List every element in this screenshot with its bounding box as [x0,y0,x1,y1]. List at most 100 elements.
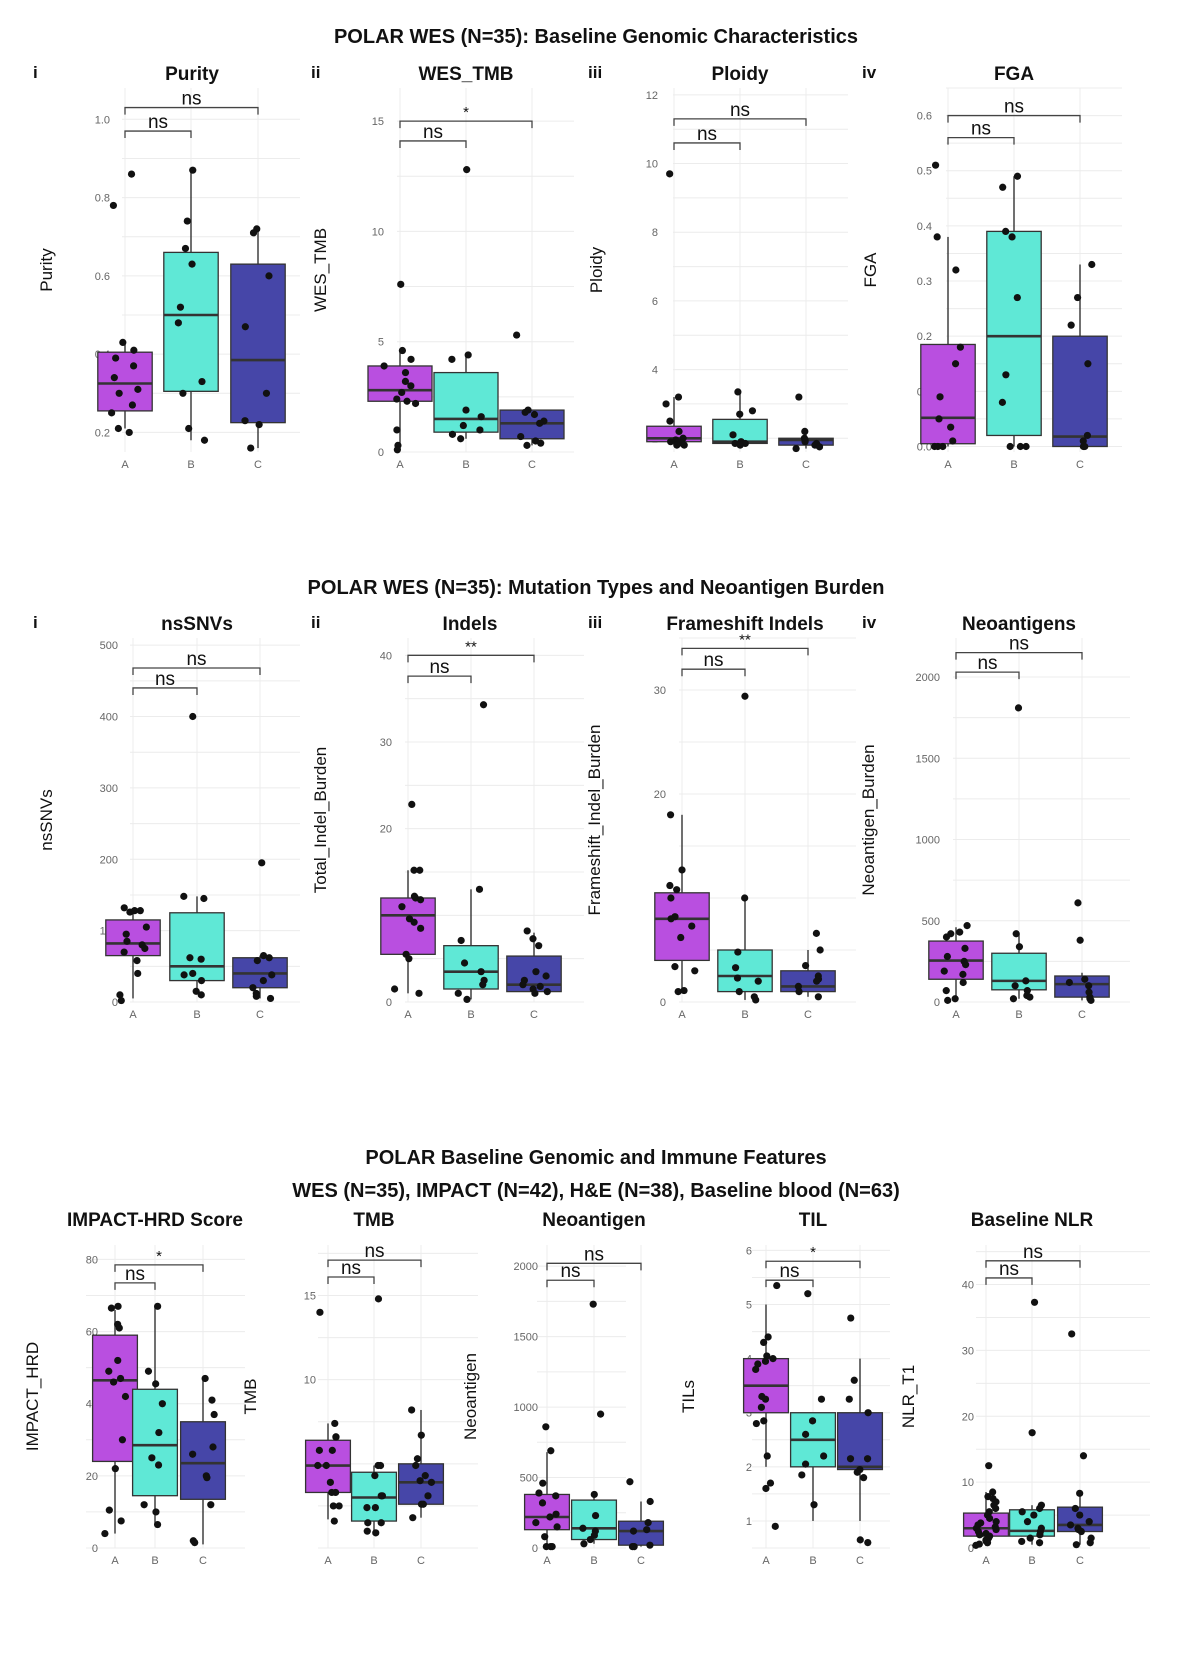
data-point [123,937,131,945]
data-point [463,995,471,1004]
data-point [1085,1518,1093,1526]
significance-bracket [132,687,198,695]
data-point [951,995,959,1003]
data-point [119,338,127,347]
data-point [380,362,388,370]
y-tick-label: 0 [92,1543,98,1555]
data-point [129,362,138,370]
data-point [393,426,401,434]
data-point [959,978,967,987]
box-A [91,1334,139,1463]
data-point [1030,1511,1038,1519]
data-point [763,1452,771,1460]
box-C [780,970,836,993]
y-tick-label: 0.6 [95,271,110,283]
data-point [189,969,197,978]
data-point [542,1542,550,1551]
data-point [424,1492,432,1500]
data-point [188,260,196,268]
data-point [1018,1537,1026,1546]
y-tick-label: 0.0 [917,441,932,453]
data-point [513,331,521,339]
data-point [477,413,485,421]
data-point [674,988,682,996]
data-point [417,924,425,932]
y-tick-label: 0.6 [917,111,932,123]
data-point [259,952,268,960]
x-tick-label: A [543,1555,551,1567]
x-tick-label: C [530,1009,538,1021]
data-point [1066,1521,1075,1529]
y-tick-label: 10 [646,159,658,171]
data-point [667,915,675,923]
y-tick-label: 15 [372,116,384,128]
data-point [197,991,205,999]
data-point [666,881,674,890]
box-B [433,371,499,433]
data-point [186,954,194,962]
data-point [1081,442,1089,451]
data-point [197,976,206,985]
data-point [410,866,418,874]
data-point [667,438,675,446]
panel-title: Indels [443,614,498,635]
panel-title: WES_TMB [419,64,514,85]
data-point [377,1519,385,1527]
data-point [416,896,425,904]
data-point [120,948,128,956]
panel-title: Neoantigens [962,614,1076,635]
y-tick-label: 15 [304,1291,316,1303]
data-point [105,1506,113,1514]
x-tick-label: C [637,1555,645,1567]
data-point [678,866,686,874]
x-tick-label: C [528,459,536,471]
data-point [769,1355,777,1363]
y-tick-label: 1000 [514,1402,538,1414]
data-point [459,421,467,430]
data-point [117,996,125,1005]
box-B [131,1388,179,1497]
y-axis-label: Frameshift_Indel_Burden [585,725,604,916]
data-point [942,933,951,941]
data-point [109,201,118,210]
significance-bracket [114,1282,156,1290]
data-point [401,377,410,386]
data-point [1036,1504,1044,1513]
data-point [1068,1330,1076,1338]
data-point [539,1479,547,1487]
data-point [407,355,415,363]
data-point [1071,1504,1079,1513]
data-point [118,1436,127,1444]
data-point [629,1527,638,1535]
data-point [1006,442,1014,451]
data-point [335,1502,343,1510]
data-point [1036,1531,1044,1539]
panel-tag: i [33,63,38,82]
data-point [1081,975,1089,983]
data-point [940,967,948,975]
data-point [155,1428,163,1437]
significance-bracket [681,668,746,677]
data-point [125,428,133,437]
data-point [947,423,955,431]
data-point [153,1520,162,1529]
data-point [820,1452,828,1460]
y-tick-label: 1 [746,1516,752,1528]
x-tick-label: B [590,1555,597,1567]
data-point [1085,982,1093,990]
data-point [662,400,670,408]
data-point [943,952,951,961]
x-tick-label: C [1076,459,1084,471]
y-axis-label: Neoantigen_Burden [859,744,878,895]
data-point [536,419,544,427]
data-point [154,1302,162,1310]
data-point [680,441,688,449]
data-point [931,161,940,169]
x-tick-label: A [952,1009,960,1021]
data-point [590,1490,598,1499]
data-point [1087,996,1095,1004]
data-point [813,977,821,985]
data-point [773,1281,781,1290]
data-point [552,1510,560,1518]
